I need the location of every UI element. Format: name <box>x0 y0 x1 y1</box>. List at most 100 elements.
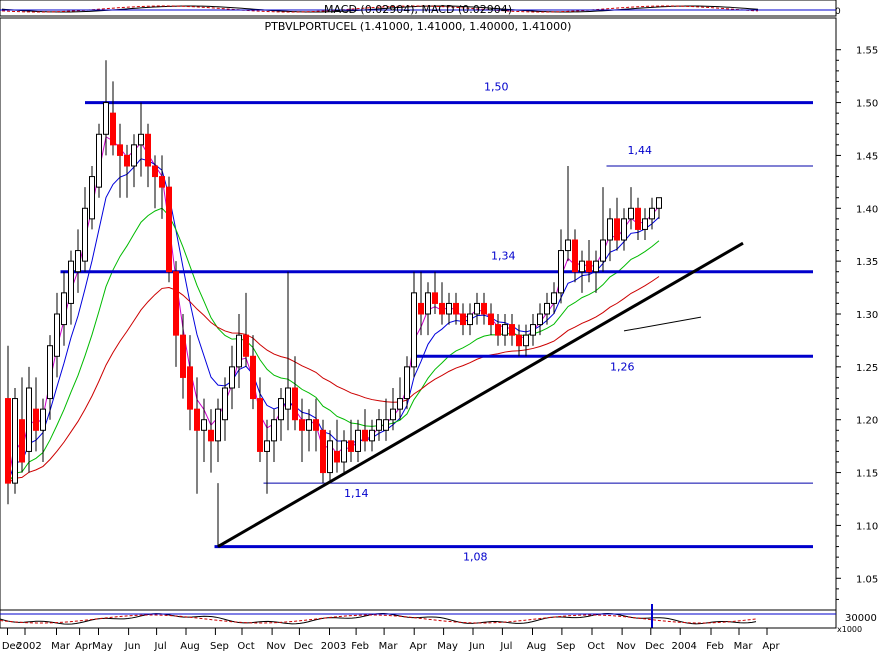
candle-body <box>103 102 109 135</box>
candle <box>187 335 193 431</box>
x-tick-label: Sep <box>210 641 229 652</box>
candle <box>474 292 480 325</box>
x-tick-label: Feb <box>706 641 724 652</box>
candle <box>467 303 473 336</box>
candle-body <box>502 324 508 336</box>
x-tick-label: Jul <box>154 641 167 652</box>
candle <box>82 187 88 272</box>
x-tick-label: Sep <box>556 641 575 652</box>
candle-body <box>649 207 655 220</box>
candle <box>586 240 592 283</box>
candle <box>292 356 298 431</box>
candle <box>68 250 74 325</box>
candle-body <box>215 408 221 442</box>
x-tick-label: Mar <box>734 641 754 652</box>
candle <box>12 388 18 494</box>
macd-panel-tick: 0 <box>835 7 841 17</box>
candle-body <box>320 429 326 474</box>
candle <box>614 197 620 251</box>
ma-medium-line <box>7 207 660 484</box>
candle-body <box>397 398 403 410</box>
candle-body <box>40 408 46 431</box>
candle <box>600 187 606 272</box>
x-tick-label: Mar <box>379 641 399 652</box>
candle-body <box>313 419 319 431</box>
y-tick-label: 1.15 <box>856 469 878 480</box>
candle <box>243 292 249 367</box>
candle <box>579 250 585 293</box>
x-tick-label: Nov <box>266 641 286 652</box>
candle-body <box>117 144 123 156</box>
candle <box>362 409 368 452</box>
candle <box>306 409 312 452</box>
candle <box>201 398 207 462</box>
candle <box>138 102 144 177</box>
x-tick-label: Aug <box>527 641 547 652</box>
candle <box>54 292 60 378</box>
candle-body <box>124 154 130 167</box>
candle-body <box>488 313 494 326</box>
candle-body <box>390 408 396 421</box>
candle-body <box>635 207 641 230</box>
candle <box>523 324 529 357</box>
candle-body <box>110 112 116 146</box>
x-tick-label: Jun <box>468 641 485 652</box>
candle <box>215 398 221 462</box>
candle <box>173 261 179 367</box>
x-tick-label: Dec <box>2 641 21 652</box>
candle <box>481 292 487 325</box>
candle-body <box>306 419 312 431</box>
trendline <box>623 316 702 332</box>
volume-tick-30000: 30000 <box>845 613 877 624</box>
ma-short-line <box>7 158 660 484</box>
candle-body <box>82 207 88 262</box>
x-tick-label: Nov <box>616 641 636 652</box>
candle <box>635 197 641 240</box>
candle <box>502 314 508 346</box>
price-title: PTBVLPORTUCEL (1.41000, 1.41000, 1.40000… <box>265 20 572 33</box>
candle-body <box>621 218 627 241</box>
candle-body <box>614 218 620 241</box>
candle <box>495 314 501 346</box>
candle-body <box>285 387 291 410</box>
candle <box>75 229 81 293</box>
candle <box>439 282 445 325</box>
y-tick-label: 1.25 <box>856 363 878 374</box>
candle <box>334 419 340 473</box>
candle-body <box>481 302 487 315</box>
volume-avg-line <box>0 614 757 624</box>
candle-body <box>96 133 102 188</box>
macd-signal-line <box>1 5 759 13</box>
candle <box>236 314 242 388</box>
candle <box>565 166 571 262</box>
candle <box>544 292 550 325</box>
candle <box>257 377 263 462</box>
candle <box>320 419 326 484</box>
candle-body <box>327 440 333 474</box>
candle <box>96 123 102 198</box>
candle-body <box>278 398 284 421</box>
x-tick-label: Apr <box>762 641 780 652</box>
candle-body <box>432 292 438 304</box>
x-tick-label: Mar <box>51 641 71 652</box>
candle-body <box>19 419 25 463</box>
candle <box>418 271 424 336</box>
candles <box>5 60 662 505</box>
volume-tick-x1000: x1000 <box>837 625 862 634</box>
candle <box>642 208 648 240</box>
candle-body <box>47 345 53 400</box>
candle-body <box>54 313 60 357</box>
candle <box>488 303 494 336</box>
candle-body <box>516 334 522 347</box>
candle-body <box>222 387 228 421</box>
candle-body <box>446 302 452 315</box>
candle <box>327 430 333 484</box>
candle <box>124 144 130 198</box>
ma-fast-line <box>7 136 660 484</box>
x-tick-label: 2002 <box>16 641 41 652</box>
candle-body <box>152 165 158 178</box>
candle-body <box>460 313 466 326</box>
candle <box>229 345 235 410</box>
x-tick-label: Dec <box>645 641 664 652</box>
